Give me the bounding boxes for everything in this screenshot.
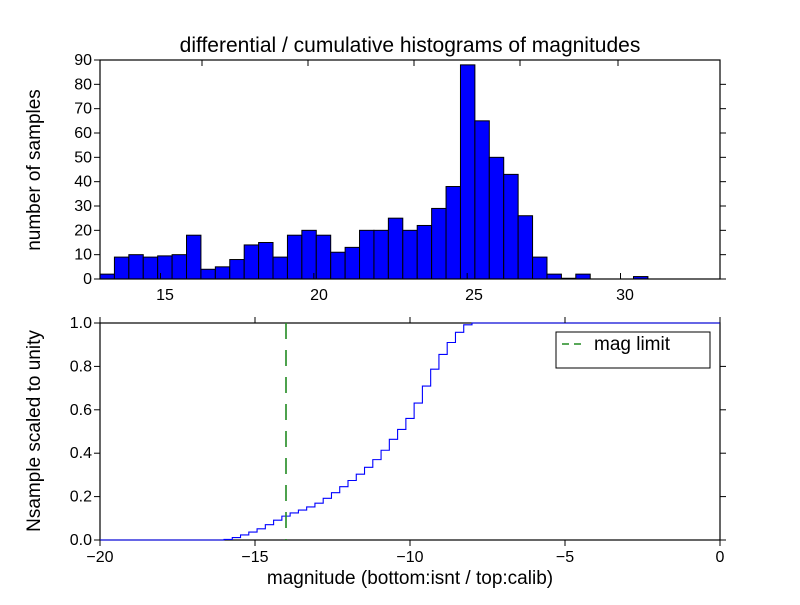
svg-text:−10: −10 [396,549,423,566]
svg-text:−15: −15 [241,549,268,566]
svg-text:0.8: 0.8 [70,358,92,375]
svg-text:1.0: 1.0 [70,315,92,332]
svg-text:70: 70 [74,101,92,118]
svg-text:0.4: 0.4 [70,445,92,462]
svg-text:0: 0 [83,271,92,288]
svg-text:10: 10 [74,247,92,264]
svg-text:90: 90 [74,52,92,69]
svg-text:30: 30 [616,287,634,304]
svg-text:60: 60 [74,125,92,142]
svg-text:mag limit: mag limit [594,334,671,355]
svg-text:0.0: 0.0 [70,532,92,549]
svg-text:50: 50 [74,149,92,166]
svg-text:−5: −5 [556,549,574,566]
svg-text:80: 80 [74,76,92,93]
svg-text:0.6: 0.6 [70,402,92,419]
svg-text:−20: −20 [86,549,113,566]
svg-text:0: 0 [716,549,725,566]
svg-text:magnitude (bottom:isnt / top:c: magnitude (bottom:isnt / top:calib) [267,568,553,589]
svg-text:Nsample scaled to unity: Nsample scaled to unity [24,330,45,532]
svg-text:20: 20 [310,287,328,304]
svg-text:number of samples: number of samples [24,89,45,251]
svg-text:40: 40 [74,174,92,191]
svg-text:30: 30 [74,198,92,215]
svg-text:25: 25 [465,287,483,304]
svg-text:differential / cumulative hist: differential / cumulative histograms of … [180,34,641,57]
svg-text:0.2: 0.2 [70,489,92,506]
svg-text:20: 20 [74,222,92,239]
svg-text:15: 15 [156,287,174,304]
